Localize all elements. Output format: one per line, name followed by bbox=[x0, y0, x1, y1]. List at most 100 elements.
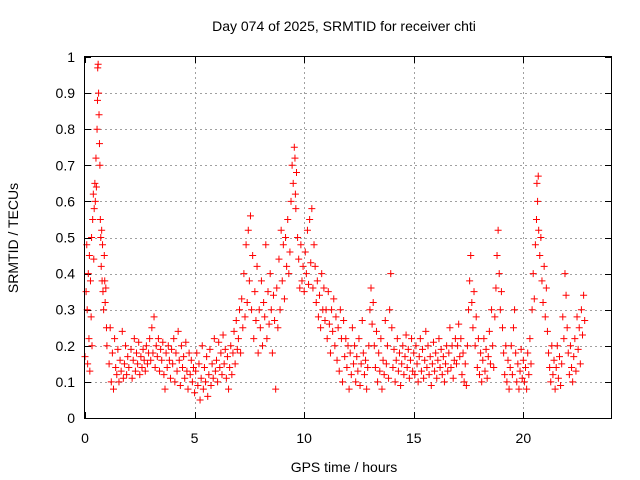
data-point bbox=[557, 382, 565, 390]
data-point bbox=[160, 371, 168, 379]
data-point bbox=[400, 371, 408, 379]
data-point bbox=[529, 270, 537, 278]
data-point bbox=[120, 360, 128, 368]
data-point bbox=[103, 342, 111, 350]
data-point bbox=[387, 270, 395, 278]
data-point bbox=[397, 382, 405, 390]
data-point bbox=[340, 317, 348, 325]
data-point bbox=[438, 371, 446, 379]
data-point bbox=[134, 360, 142, 368]
data-point bbox=[151, 363, 159, 371]
data-point bbox=[95, 89, 103, 97]
data-point bbox=[479, 356, 487, 364]
data-point bbox=[88, 342, 96, 350]
data-point bbox=[409, 367, 417, 375]
data-point bbox=[339, 378, 347, 386]
data-point bbox=[581, 317, 589, 325]
data-point bbox=[476, 371, 483, 379]
data-point bbox=[101, 298, 109, 306]
data-point bbox=[176, 382, 184, 390]
data-point bbox=[579, 331, 587, 339]
data-point bbox=[376, 367, 384, 375]
data-point bbox=[359, 349, 367, 357]
data-point bbox=[152, 342, 160, 350]
data-point bbox=[551, 385, 559, 393]
data-point bbox=[265, 320, 273, 328]
data-point bbox=[260, 298, 268, 306]
data-point bbox=[286, 248, 294, 256]
data-point bbox=[386, 306, 394, 314]
x-tick-label: 5 bbox=[191, 430, 199, 446]
data-point bbox=[428, 360, 436, 368]
data-point bbox=[461, 360, 469, 368]
data-point bbox=[166, 374, 174, 382]
data-point bbox=[547, 378, 555, 386]
data-point bbox=[511, 306, 519, 314]
data-point bbox=[520, 378, 528, 386]
data-point bbox=[459, 349, 467, 357]
x-tick-labels: 0 5 10 15 20 bbox=[81, 430, 531, 446]
data-point bbox=[115, 378, 123, 386]
data-point bbox=[180, 353, 188, 361]
data-point bbox=[101, 277, 109, 285]
data-point bbox=[86, 367, 94, 375]
data-point bbox=[204, 392, 212, 400]
data-point bbox=[410, 349, 418, 357]
data-point bbox=[378, 385, 386, 393]
data-point bbox=[555, 353, 563, 361]
data-point bbox=[97, 262, 105, 270]
data-point bbox=[363, 385, 371, 393]
data-point bbox=[427, 382, 435, 390]
data-point bbox=[483, 374, 491, 382]
data-point bbox=[534, 197, 542, 205]
data-point bbox=[564, 349, 572, 357]
data-point bbox=[568, 363, 576, 371]
data-point bbox=[317, 324, 325, 332]
data-point bbox=[282, 234, 290, 241]
data-point bbox=[291, 190, 299, 198]
data-point bbox=[549, 371, 557, 379]
data-point bbox=[431, 367, 439, 375]
data-point bbox=[275, 255, 283, 263]
data-point bbox=[550, 356, 558, 364]
data-point bbox=[417, 367, 425, 375]
data-point bbox=[383, 342, 391, 350]
y-tick-label: 0.4 bbox=[56, 266, 76, 282]
data-point bbox=[108, 349, 116, 357]
data-point bbox=[285, 270, 293, 278]
data-point bbox=[273, 284, 281, 292]
data-point bbox=[429, 338, 437, 346]
data-point bbox=[181, 374, 189, 382]
data-point bbox=[90, 205, 98, 213]
data-point bbox=[414, 378, 422, 386]
data-point bbox=[89, 190, 97, 198]
data-point bbox=[109, 385, 117, 393]
y-tick-label: 0.9 bbox=[56, 85, 76, 101]
data-point bbox=[84, 360, 92, 368]
data-point bbox=[408, 335, 416, 343]
data-point bbox=[248, 306, 256, 314]
data-point bbox=[574, 345, 582, 353]
data-point bbox=[184, 385, 192, 393]
data-point bbox=[89, 215, 97, 223]
data-point bbox=[82, 288, 90, 296]
data-point bbox=[577, 306, 585, 314]
x-tick-label: 15 bbox=[406, 430, 422, 446]
data-point bbox=[570, 353, 578, 361]
data-point bbox=[506, 363, 514, 371]
data-point bbox=[97, 234, 105, 241]
data-point bbox=[491, 313, 499, 321]
data-point bbox=[291, 154, 299, 162]
data-point bbox=[148, 324, 156, 332]
data-point bbox=[366, 306, 374, 314]
data-point bbox=[452, 360, 460, 368]
data-point bbox=[324, 288, 332, 296]
data-point bbox=[105, 360, 113, 368]
data-point bbox=[137, 353, 145, 361]
data-point bbox=[507, 342, 515, 350]
data-point bbox=[469, 324, 477, 332]
data-point bbox=[236, 306, 244, 314]
data-point bbox=[127, 345, 135, 353]
data-point bbox=[335, 367, 343, 375]
data-point bbox=[402, 331, 410, 339]
